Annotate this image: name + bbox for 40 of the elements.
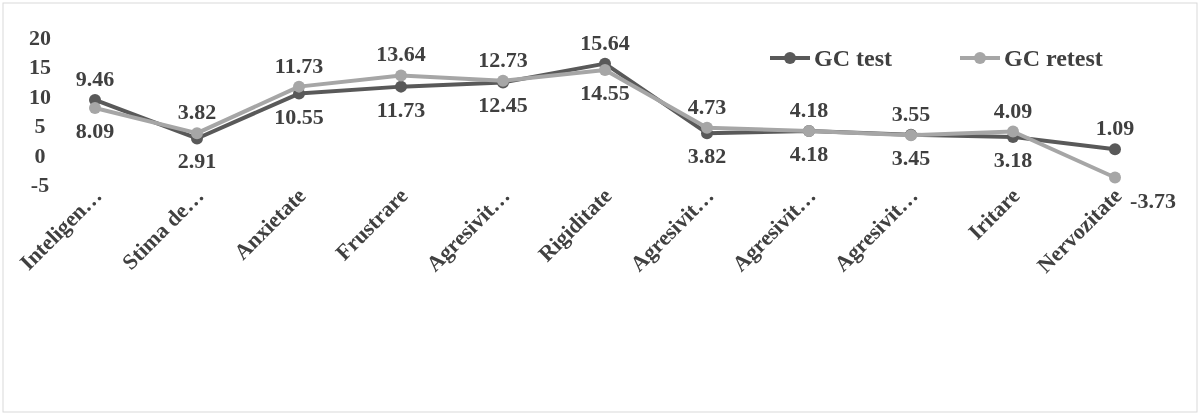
- point: [1109, 171, 1121, 184]
- legend-label: GC retest: [1004, 45, 1103, 71]
- data-label: -3.73: [1130, 187, 1176, 213]
- data-label: 10.55: [274, 103, 324, 129]
- data-label: 15.64: [580, 29, 630, 55]
- point: [1109, 143, 1121, 156]
- point: [1007, 125, 1019, 138]
- data-label: 8.09: [75, 118, 115, 144]
- data-label: 3.18: [993, 146, 1033, 172]
- data-label: 9.46: [75, 65, 115, 91]
- y-tick-label: 20: [29, 25, 51, 50]
- data-label: 4.18: [789, 97, 829, 123]
- y-tick-label: 0: [34, 142, 46, 168]
- y-tick-label: -5: [30, 172, 50, 197]
- y-tick-label: 15: [29, 54, 51, 80]
- data-label: 4.73: [687, 93, 727, 119]
- data-label: 3.82: [177, 99, 217, 125]
- data-label: 2.91: [177, 148, 217, 174]
- point: [293, 80, 305, 93]
- y-tick-label: 5: [34, 113, 46, 139]
- data-label: 3.45: [891, 145, 931, 171]
- data-label: 4.18: [789, 141, 829, 167]
- data-label: 14.55: [580, 80, 630, 106]
- point: [395, 80, 407, 93]
- data-label: 12.45: [478, 92, 528, 118]
- legend-label: GC test: [814, 45, 892, 71]
- data-label: 11.73: [274, 52, 324, 78]
- point: [701, 121, 713, 134]
- data-label: 4.09: [993, 97, 1033, 123]
- point: [191, 127, 203, 140]
- data-label: 1.09: [1095, 115, 1135, 141]
- data-label: 12.73: [478, 46, 528, 72]
- data-label: 11.73: [376, 96, 426, 122]
- point: [89, 102, 101, 115]
- point: [599, 64, 611, 77]
- data-label: 3.82: [687, 143, 727, 169]
- y-tick-label: 10: [29, 83, 51, 109]
- data-label: 3.55: [891, 100, 931, 126]
- point: [395, 69, 407, 82]
- data-label: 13.64: [376, 41, 426, 67]
